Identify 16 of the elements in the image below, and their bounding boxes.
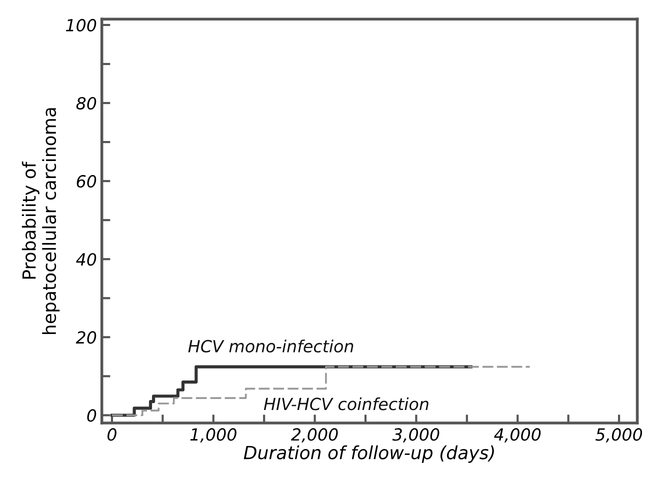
y-tick-label: 40 <box>76 253 96 266</box>
x-tick-label: 3,000 <box>392 428 440 442</box>
x-tick-label: 2,000 <box>291 428 338 442</box>
x-tick-label: 5,000 <box>596 428 642 442</box>
y-tick-label: 0 <box>87 409 96 422</box>
series-label: HIV-HCV coinfection <box>264 397 428 410</box>
y-tick-label: 60 <box>76 175 96 188</box>
y-tick-label: 80 <box>76 96 96 110</box>
x-tick-label: 0 <box>108 428 116 441</box>
x-tick-label: 4,000 <box>494 428 541 442</box>
y-tick-label: 20 <box>76 331 96 344</box>
y-axis-title: Probability of hepatocellular carcinoma <box>22 108 60 334</box>
x-axis-title: Duration of follow-up (days) <box>244 445 494 463</box>
x-tick-label: 1,000 <box>190 428 236 442</box>
series-label: HCV mono-infection <box>188 340 354 352</box>
y-tick-label: 100 <box>66 18 96 32</box>
